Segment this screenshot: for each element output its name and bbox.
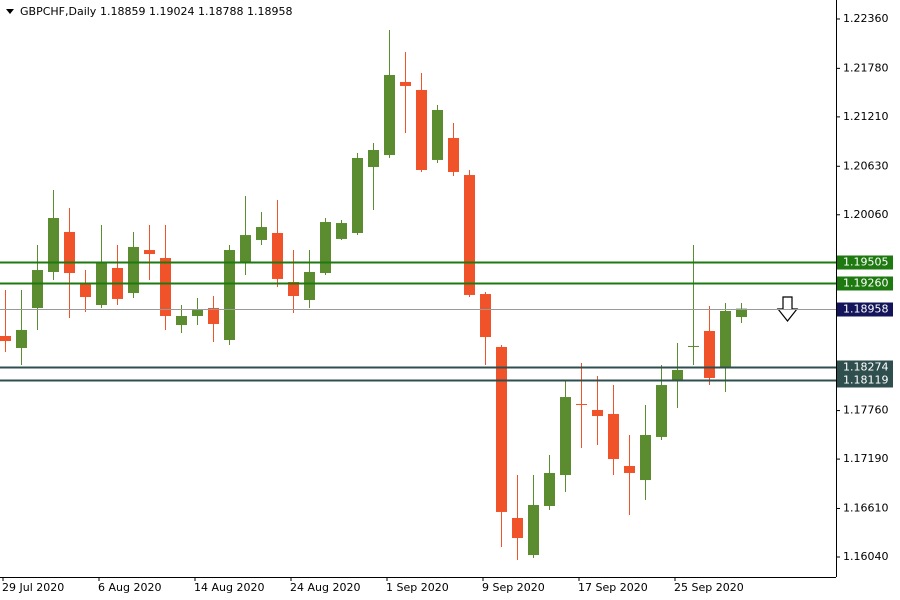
y-tick-label: 1.16040 <box>843 550 889 563</box>
candle-body <box>64 231 75 274</box>
x-tick-label: 25 Sep 2020 <box>674 581 744 594</box>
candle-body <box>224 250 235 341</box>
candle-body <box>144 250 155 255</box>
candle-body <box>192 310 203 316</box>
y-tick-label: 1.21210 <box>843 110 889 123</box>
candle-body <box>336 223 347 239</box>
candle-body <box>256 227 267 240</box>
x-tick-label: 29 Jul 2020 <box>2 581 64 594</box>
candle-body <box>272 232 283 279</box>
x-tick-label: 14 Aug 2020 <box>194 581 264 594</box>
candle-body <box>128 246 139 294</box>
plot-area <box>0 29 747 560</box>
candle-body <box>688 345 699 347</box>
candle-body <box>464 175 475 295</box>
y-tick-label: 1.20060 <box>843 208 889 221</box>
level-label-box <box>837 360 893 375</box>
candle-body <box>608 413 619 460</box>
candle-body <box>352 157 363 233</box>
price-label: 1.18958 <box>843 303 889 316</box>
symbol-menu-arrow[interactable] <box>6 9 14 14</box>
candle-body <box>240 235 251 263</box>
level-label: 1.18119 <box>843 374 889 387</box>
level-label: 1.19260 <box>843 277 889 290</box>
candle-body <box>0 336 11 342</box>
chart-symbol: GBPCHF,Daily <box>20 5 97 18</box>
candle-body <box>160 258 171 316</box>
x-tick-label: 9 Sep 2020 <box>482 581 545 594</box>
candle-body <box>208 307 219 324</box>
level-label-box <box>837 255 893 270</box>
y-tick-label: 1.16610 <box>843 501 889 514</box>
ohlc-low: 1.18788 <box>198 5 244 18</box>
candle-body <box>560 397 571 476</box>
x-tick-label: 1 Sep 2020 <box>386 581 449 594</box>
candle-body <box>576 404 587 406</box>
x-tick-label: 6 Aug 2020 <box>98 581 161 594</box>
ohlc-open: 1.18859 <box>100 5 146 18</box>
candle-body <box>480 294 491 338</box>
level-label-box <box>837 276 893 291</box>
candle-body <box>432 109 443 160</box>
candle-body <box>704 330 715 378</box>
x-tick-label: 24 Aug 2020 <box>290 581 360 594</box>
candle-body <box>384 74 395 156</box>
candle-body <box>656 385 667 437</box>
candle-body <box>304 271 315 300</box>
candle-body <box>624 465 635 473</box>
candle-body <box>416 89 427 171</box>
candle-body <box>320 222 331 274</box>
level-label: 1.19505 <box>843 256 889 269</box>
ohlc-high: 1.19024 <box>149 5 195 18</box>
candle-body <box>496 346 507 512</box>
level-label: 1.18274 <box>843 361 889 374</box>
candle-body <box>48 218 59 272</box>
candle-body <box>736 308 747 318</box>
candle-body <box>176 315 187 326</box>
candle-body <box>544 472 555 507</box>
candle-body <box>80 282 91 298</box>
price-label-box <box>837 302 893 317</box>
y-tick-label: 1.20630 <box>843 159 889 172</box>
candle-body <box>288 282 299 296</box>
candle-body <box>32 270 43 308</box>
candle-body <box>512 518 523 539</box>
candle-body <box>448 137 459 172</box>
candle-body <box>672 369 683 381</box>
candle-body <box>592 409 603 417</box>
y-tick-label: 1.22360 <box>843 12 889 25</box>
y-tick-label: 1.17190 <box>843 452 889 465</box>
candle-body <box>528 504 539 556</box>
candle-body <box>16 329 27 349</box>
candle-body <box>640 435 651 481</box>
candle-body <box>368 149 379 168</box>
candle-body <box>400 81 411 86</box>
level-label-box <box>837 373 893 388</box>
y-tick-label: 1.17760 <box>843 404 889 417</box>
ohlc-close: 1.18958 <box>247 5 293 18</box>
x-tick-label: 17 Sep 2020 <box>578 581 648 594</box>
y-tick-label: 1.21780 <box>843 61 889 74</box>
candle-body <box>720 310 731 367</box>
